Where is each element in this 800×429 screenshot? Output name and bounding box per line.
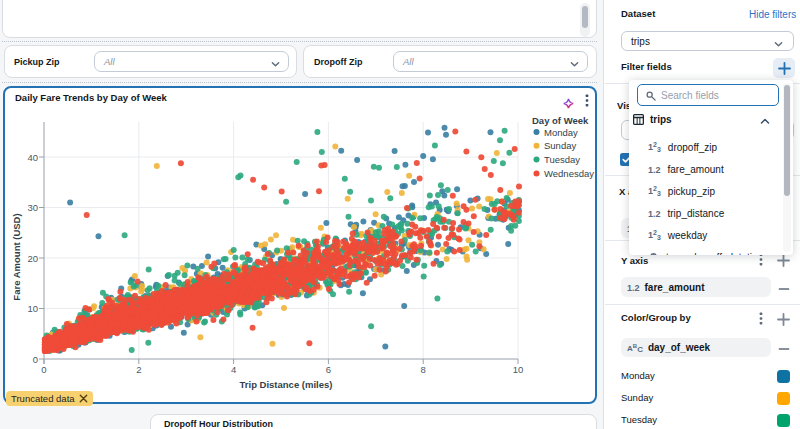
svg-text:Monday: Monday — [544, 127, 578, 138]
svg-text:10: 10 — [27, 303, 38, 314]
svg-text:Tuesday: Tuesday — [544, 154, 580, 165]
svg-text:Sunday: Sunday — [544, 140, 576, 151]
svg-text:Day of Week: Day of Week — [532, 115, 589, 126]
svg-text:0: 0 — [33, 354, 38, 365]
svg-text:10: 10 — [513, 364, 524, 375]
svg-text:Fare Amount (USD): Fare Amount (USD) — [11, 213, 22, 300]
svg-text:Trip Distance (miles): Trip Distance (miles) — [240, 379, 333, 390]
svg-text:8: 8 — [421, 364, 426, 375]
svg-text:0: 0 — [41, 364, 46, 375]
svg-text:20: 20 — [27, 253, 38, 264]
svg-text:30: 30 — [27, 202, 38, 213]
svg-text:40: 40 — [27, 152, 38, 163]
svg-text:4: 4 — [231, 364, 236, 375]
svg-text:6: 6 — [326, 364, 331, 375]
svg-text:2: 2 — [136, 364, 141, 375]
svg-text:Wednesday: Wednesday — [544, 168, 594, 179]
